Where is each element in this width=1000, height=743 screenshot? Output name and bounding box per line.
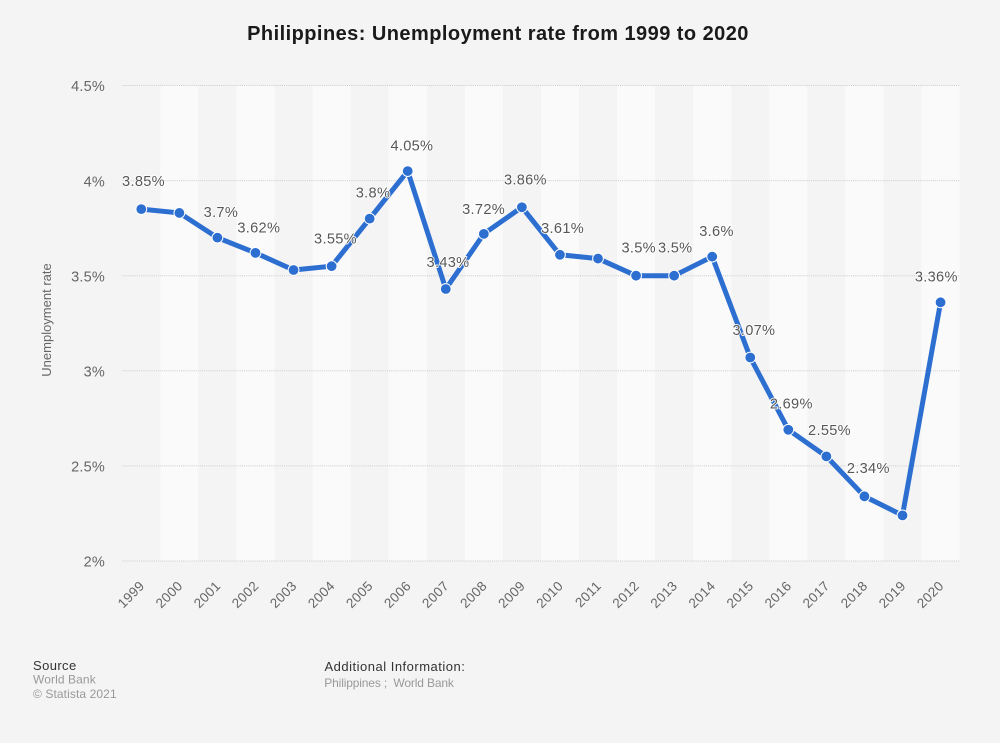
svg-text:2%: 2% xyxy=(84,555,105,571)
svg-text:Philippines: Unemployment rate: Philippines: Unemployment rate from 1999… xyxy=(247,23,749,45)
svg-text:Unemployment rate: Unemployment rate xyxy=(39,263,54,376)
svg-text:3.72%: 3.72% xyxy=(462,202,505,218)
svg-text:3.43%: 3.43% xyxy=(427,255,470,271)
svg-text:3.07%: 3.07% xyxy=(732,323,775,339)
svg-text:3.62%: 3.62% xyxy=(237,220,280,236)
svg-text:3.5%: 3.5% xyxy=(658,240,692,256)
svg-text:Additional Information:: Additional Information: xyxy=(325,659,466,674)
svg-text:3.36%: 3.36% xyxy=(915,269,958,285)
svg-text:3%: 3% xyxy=(84,365,105,381)
svg-text:3.55%: 3.55% xyxy=(314,232,357,248)
svg-text:4.5%: 4.5% xyxy=(71,79,105,95)
svg-text:4%: 4% xyxy=(84,174,105,190)
svg-text:3.5%: 3.5% xyxy=(71,269,105,285)
svg-text:2.34%: 2.34% xyxy=(847,461,890,477)
svg-text:© Statista 2021: © Statista 2021 xyxy=(33,687,117,701)
svg-text:3.6%: 3.6% xyxy=(699,224,733,240)
svg-text:World Bank: World Bank xyxy=(33,673,97,687)
svg-text:3.5%: 3.5% xyxy=(621,240,655,256)
svg-text:3.7%: 3.7% xyxy=(204,205,238,221)
svg-text:4.05%: 4.05% xyxy=(390,139,433,155)
svg-text:3.8%: 3.8% xyxy=(356,186,390,202)
svg-text:2.69%: 2.69% xyxy=(770,396,813,412)
svg-text:2.5%: 2.5% xyxy=(71,460,105,476)
svg-text:Source: Source xyxy=(33,658,77,673)
svg-text:2.55%: 2.55% xyxy=(808,423,851,439)
svg-text:3.86%: 3.86% xyxy=(504,172,547,188)
svg-text:Philippines ; World Bank: Philippines ; World Bank xyxy=(324,676,455,690)
svg-text:3.85%: 3.85% xyxy=(122,174,165,190)
svg-text:3.61%: 3.61% xyxy=(541,221,584,237)
